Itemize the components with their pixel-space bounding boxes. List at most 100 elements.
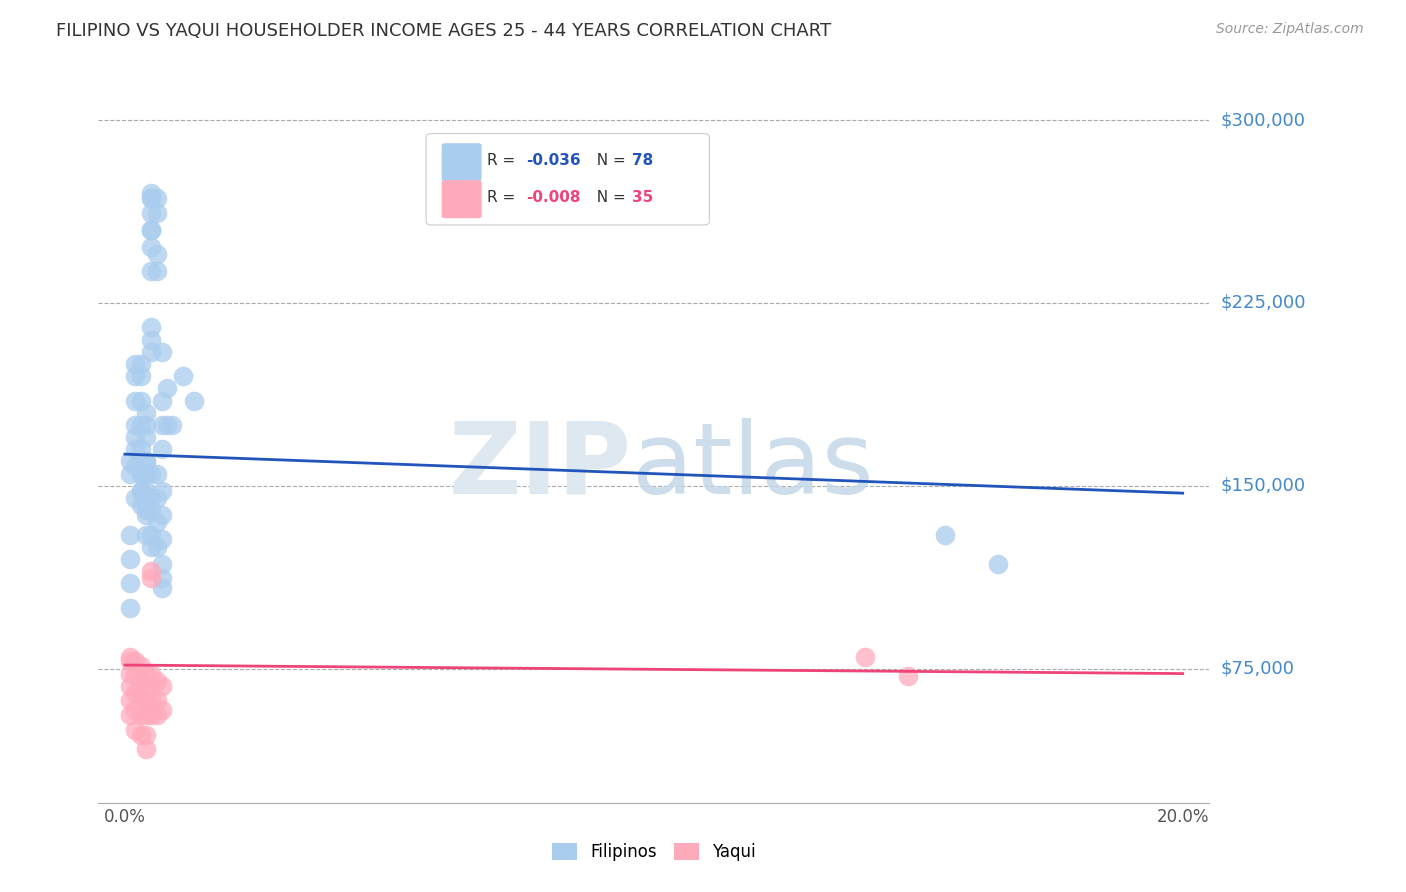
Point <box>987 557 1010 571</box>
Point <box>141 467 163 481</box>
Point <box>129 499 152 513</box>
Text: $150,000: $150,000 <box>1220 477 1305 495</box>
Point <box>156 417 179 432</box>
Point <box>129 727 152 741</box>
Point <box>120 454 142 468</box>
Point <box>141 666 163 681</box>
Point <box>135 430 157 444</box>
Point <box>141 564 163 578</box>
Point <box>141 264 163 278</box>
Text: N =: N = <box>588 190 631 205</box>
Point <box>129 417 152 432</box>
Point <box>145 516 167 530</box>
Point <box>141 186 163 201</box>
Point <box>124 703 146 717</box>
Point <box>135 491 157 505</box>
Point <box>135 454 157 468</box>
Text: 78: 78 <box>631 153 652 169</box>
Point <box>145 491 167 505</box>
Point <box>120 600 142 615</box>
Point <box>141 527 163 541</box>
Point <box>145 264 167 278</box>
Point <box>135 679 157 693</box>
Point <box>124 369 146 384</box>
Point <box>129 673 152 688</box>
Text: $300,000: $300,000 <box>1220 112 1305 129</box>
Point <box>150 417 173 432</box>
Point <box>135 503 157 517</box>
Point <box>141 223 163 237</box>
Point <box>934 527 956 541</box>
Point <box>129 483 152 498</box>
FancyBboxPatch shape <box>441 144 482 181</box>
Text: FILIPINO VS YAQUI HOUSEHOLDER INCOME AGES 25 - 44 YEARS CORRELATION CHART: FILIPINO VS YAQUI HOUSEHOLDER INCOME AGE… <box>56 22 831 40</box>
Point <box>120 649 142 664</box>
Text: 35: 35 <box>631 190 652 205</box>
Point <box>129 689 152 703</box>
Point <box>120 527 142 541</box>
Point <box>129 442 152 457</box>
Point <box>150 581 173 595</box>
Point <box>145 206 167 220</box>
Point <box>120 576 142 591</box>
Point <box>183 393 205 408</box>
Point <box>129 357 152 371</box>
Point <box>141 693 163 707</box>
Point <box>135 742 157 756</box>
Point <box>135 693 157 707</box>
Point <box>120 679 142 693</box>
Point <box>150 679 173 693</box>
Point <box>141 572 163 586</box>
Point <box>124 686 146 700</box>
Point <box>141 191 163 205</box>
Point <box>150 483 173 498</box>
Point <box>150 572 173 586</box>
Point <box>145 247 167 261</box>
Point <box>135 666 157 681</box>
Point <box>124 393 146 408</box>
Point <box>897 669 920 683</box>
Point <box>141 679 163 693</box>
Point <box>124 723 146 737</box>
Point <box>145 708 167 723</box>
Point <box>135 417 157 432</box>
Point <box>129 467 152 481</box>
Point <box>124 669 146 683</box>
Point <box>129 659 152 673</box>
Point <box>120 666 142 681</box>
Point <box>162 417 184 432</box>
Point <box>135 406 157 420</box>
Point <box>150 703 173 717</box>
Point <box>120 654 142 668</box>
Point <box>141 344 163 359</box>
Text: N =: N = <box>588 153 631 169</box>
Point <box>129 393 152 408</box>
Text: ZIP: ZIP <box>449 417 631 515</box>
Point <box>120 552 142 566</box>
Point <box>141 240 163 254</box>
Point <box>124 357 146 371</box>
Point <box>172 369 194 384</box>
Point <box>145 467 167 481</box>
Point <box>141 333 163 347</box>
Point <box>141 503 163 517</box>
Point <box>145 673 167 688</box>
Point <box>135 454 157 468</box>
Point <box>124 459 146 474</box>
Point <box>141 708 163 723</box>
Point <box>120 708 142 723</box>
Point <box>124 654 146 668</box>
Point <box>129 369 152 384</box>
Point <box>129 708 152 723</box>
Point <box>150 344 173 359</box>
Point <box>135 708 157 723</box>
Point <box>145 540 167 554</box>
Point <box>124 442 146 457</box>
Point <box>150 533 173 547</box>
Point <box>141 491 163 505</box>
Text: Source: ZipAtlas.com: Source: ZipAtlas.com <box>1216 22 1364 37</box>
Point <box>129 467 152 481</box>
Point <box>145 693 167 707</box>
Point <box>120 693 142 707</box>
Text: R =: R = <box>486 190 520 205</box>
